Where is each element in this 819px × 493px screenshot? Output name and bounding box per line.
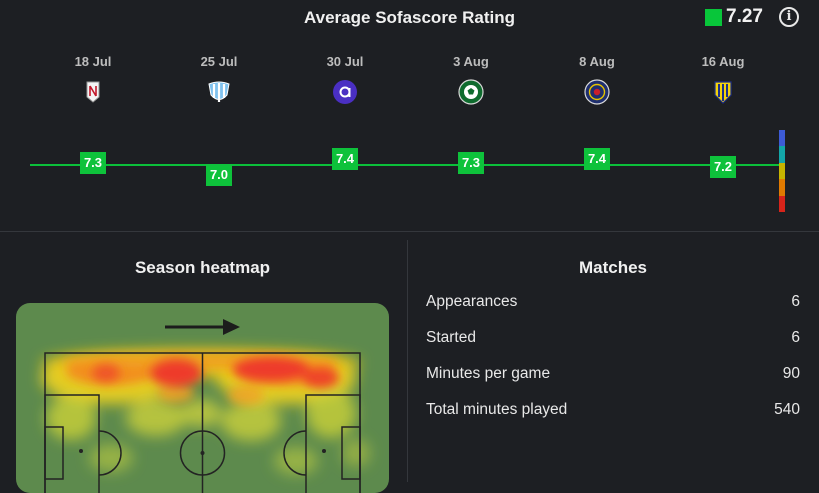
rating-badge[interactable]: 7.3 — [458, 152, 484, 174]
stat-label: Total minutes played — [426, 401, 568, 418]
scale-segment — [779, 146, 785, 163]
info-icon[interactable]: i — [779, 7, 799, 27]
match-column[interactable]: 16 Aug — [683, 54, 763, 110]
stat-value: 90 — [782, 365, 800, 382]
rating-badge[interactable]: 7.3 — [80, 152, 106, 174]
column-divider — [407, 240, 408, 482]
stat-value: 6 — [791, 293, 800, 310]
heatmap-graphic — [41, 319, 370, 493]
match-date: 25 Jul — [200, 54, 238, 69]
scale-segment — [779, 195, 785, 212]
average-rating-swatch — [705, 8, 722, 26]
arrow-right-icon — [165, 319, 240, 335]
rating-badge[interactable]: 7.4 — [332, 148, 358, 170]
matches-title: Matches — [578, 258, 648, 277]
match-column[interactable]: 18 Jul — [53, 54, 133, 110]
rating-badge[interactable]: 7.2 — [710, 156, 736, 178]
stat-label: Minutes per game — [426, 365, 551, 382]
rating-trend-line — [30, 164, 782, 166]
rating-color-scale — [779, 130, 785, 212]
season-heatmap[interactable] — [16, 303, 389, 493]
crest-blue-white-stripes-icon — [208, 81, 230, 102]
match-column[interactable]: 3 Aug — [431, 54, 511, 110]
stat-row-minutes-per-game: Minutes per game 90 — [426, 365, 800, 383]
crest-green-ball-icon — [458, 79, 484, 105]
match-column[interactable]: 8 Aug — [557, 54, 637, 110]
crest-white-n-icon — [86, 81, 100, 103]
average-rating: 7.27 — [705, 6, 763, 28]
scale-segment — [779, 162, 785, 180]
pitch-lines — [44, 352, 361, 493]
match-column[interactable]: 30 Jul — [305, 54, 385, 110]
stat-row-appearances: Appearances 6 — [426, 293, 800, 311]
rating-title: Average Sofascore Rating — [304, 8, 515, 27]
scale-segment — [779, 179, 785, 196]
stat-value: 540 — [774, 401, 800, 418]
crest-navy-round-icon — [584, 79, 610, 105]
heat-layer-high — [92, 357, 339, 388]
stat-value: 6 — [791, 329, 800, 346]
match-column[interactable]: 25 Jul — [179, 54, 259, 110]
crest-yellow-blue-icon — [714, 81, 732, 104]
stat-row-total-minutes: Total minutes played 540 — [426, 401, 800, 419]
average-rating-value: 7.27 — [726, 6, 763, 27]
match-date: 18 Jul — [74, 54, 112, 69]
match-date: 3 Aug — [453, 54, 489, 69]
rating-badge[interactable]: 7.4 — [584, 148, 610, 170]
match-date: 30 Jul — [326, 54, 364, 69]
section-divider — [0, 231, 819, 232]
match-date: 16 Aug — [701, 54, 745, 69]
scale-segment — [779, 130, 785, 147]
crest-purple-a-icon — [333, 80, 357, 104]
rating-section: Average Sofascore Rating 7.27 i 18 Jul 2… — [0, 0, 819, 231]
pitch-spots — [79, 449, 326, 455]
stat-label: Started — [426, 329, 476, 346]
rating-badge[interactable]: 7.0 — [206, 164, 232, 186]
match-date: 8 Aug — [579, 54, 615, 69]
stat-row-started: Started 6 — [426, 329, 800, 347]
heatmap-title: Season heatmap — [134, 258, 271, 277]
stat-label: Appearances — [426, 293, 518, 310]
